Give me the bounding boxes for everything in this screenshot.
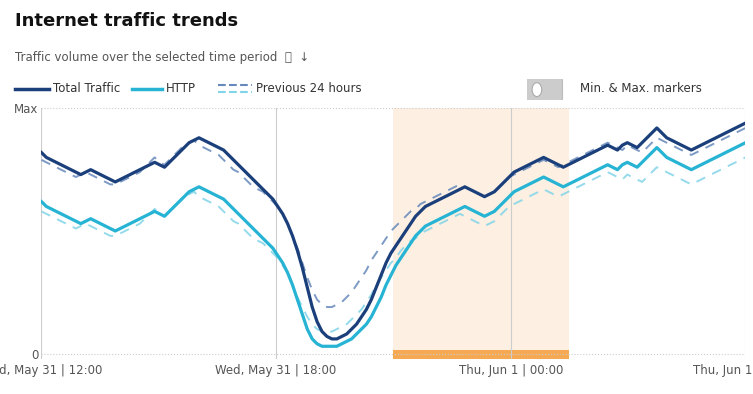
Bar [394,108,569,350]
Text: HTTP: HTTP [166,82,196,95]
Bar [394,350,569,359]
Circle shape [532,83,541,97]
Text: Internet traffic trends: Internet traffic trends [15,12,238,30]
Text: Total Traffic: Total Traffic [53,82,120,95]
Text: Previous 24 hours: Previous 24 hours [256,82,361,95]
FancyBboxPatch shape [523,76,562,104]
Text: Traffic volume over the selected time period  ⓘ  ↓: Traffic volume over the selected time pe… [15,51,309,64]
Text: Min. & Max. markers: Min. & Max. markers [580,82,702,95]
